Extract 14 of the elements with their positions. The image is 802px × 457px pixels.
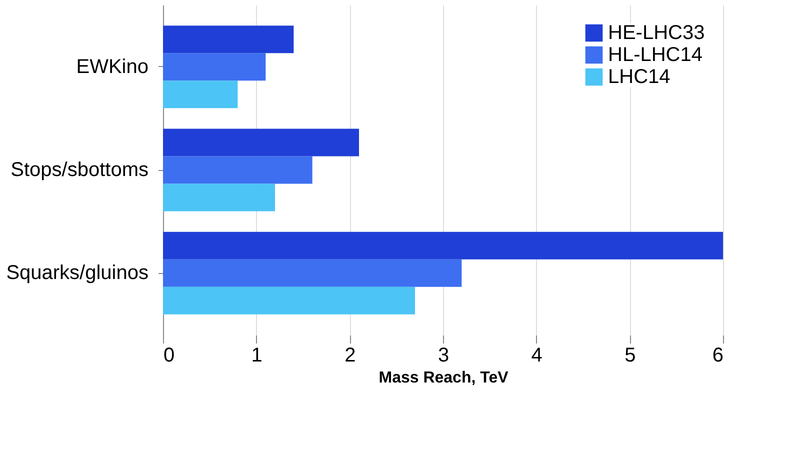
y-tick-label: Stops/sbottoms xyxy=(10,159,148,181)
y-tick-label: Squarks/gluinos xyxy=(6,262,148,284)
x-tick-label: 1 xyxy=(251,344,262,366)
legend-label: LHC14 xyxy=(608,66,670,88)
x-tick-label: 4 xyxy=(531,344,542,366)
x-tick-label: 2 xyxy=(344,344,356,366)
legend-label: HE-LHC33 xyxy=(608,22,705,44)
x-tick-label: 0 xyxy=(164,344,175,366)
x-axis-title: Mass Reach, TeV xyxy=(378,370,509,386)
x-tick-label: 6 xyxy=(712,344,724,366)
y-tick-label: EWKino xyxy=(76,56,148,78)
x-tick-label: 5 xyxy=(624,344,636,366)
legend-label: HL-LHC14 xyxy=(608,44,702,66)
x-tick-label: 3 xyxy=(438,344,450,366)
